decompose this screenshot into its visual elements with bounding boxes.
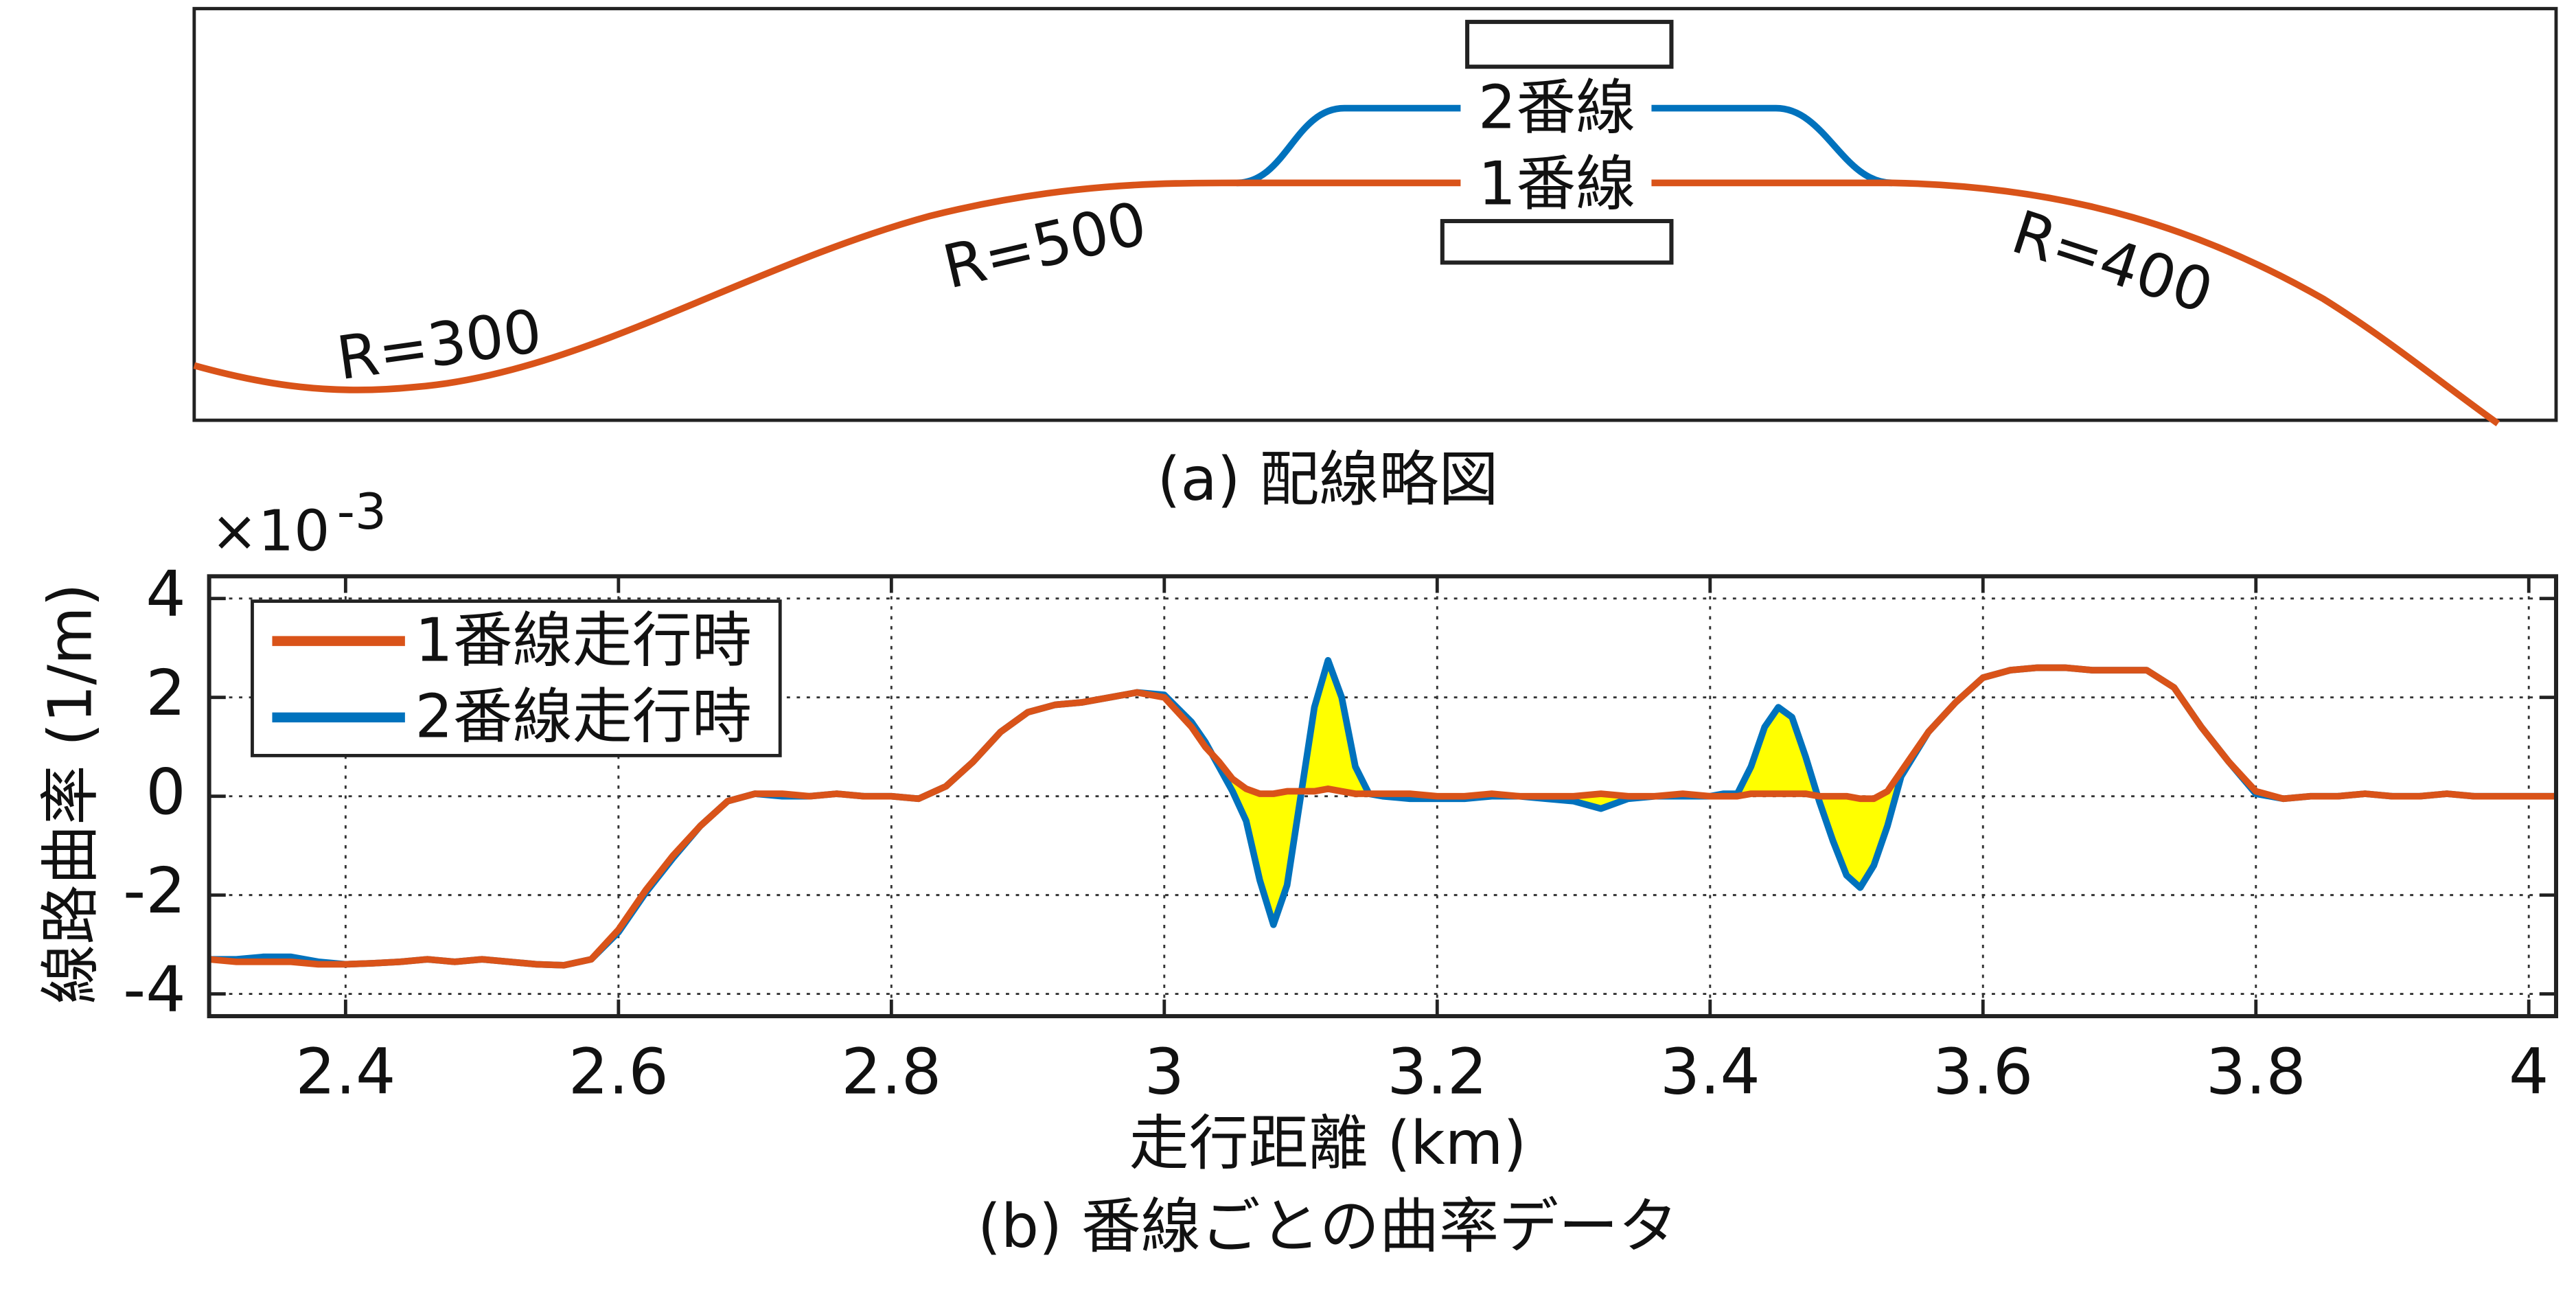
plot-frame <box>207 574 2559 1019</box>
legend-label: 1番線走行時 <box>415 605 751 675</box>
track-2-line <box>1236 104 1893 187</box>
x-tick-label: 2.8 <box>841 1035 941 1108</box>
x-tick-label: 4 <box>2509 1035 2549 1108</box>
x-tick-label: 3.6 <box>1933 1035 2033 1108</box>
legend-label: 2番線走行時 <box>415 682 751 752</box>
y-tick-label: 0 <box>146 755 185 829</box>
x-axis-label: 走行距離 (km) <box>1129 1108 1527 1178</box>
x-tick-label: 3.8 <box>2206 1035 2306 1108</box>
y-axis-label: 線路曲率 (1/m) <box>36 584 106 1005</box>
radius-label: R=300 <box>332 296 546 394</box>
radius-label: R=400 <box>2004 197 2221 328</box>
y-tick-label: 2 <box>146 656 185 730</box>
diagram-frame <box>192 7 2558 422</box>
platform <box>1440 218 1674 265</box>
caption: (b) 番線ごとの曲率データ <box>978 1191 1678 1261</box>
plot-area <box>209 656 2556 969</box>
chart: 走行距離 (km) (b) 番線ごとの曲率データ 線路曲率 (1/m) ×10 … <box>36 483 1678 1261</box>
y-tick-label: -2 <box>123 854 186 928</box>
y-tick-label: -4 <box>123 953 186 1026</box>
y-tick-label: 4 <box>146 558 185 631</box>
track-label: 1番線 <box>1478 149 1635 219</box>
axis-multiplier: ×10 <box>211 498 330 564</box>
x-tick-label: 2.6 <box>568 1035 669 1108</box>
track-label: 2番線 <box>1478 72 1635 142</box>
x-tick-label: 3 <box>1145 1035 1184 1108</box>
series-line <box>209 664 2556 969</box>
platform <box>1465 19 1674 69</box>
x-tick-label: 2.4 <box>295 1035 395 1108</box>
x-tick-label: 3.2 <box>1387 1035 1487 1108</box>
track-1-line <box>193 179 2500 426</box>
track-diagram: 2番線 1番線 R=300 R=500 R=400 (a) 配線略図 <box>192 7 2558 514</box>
caption: (a) 配線略図 <box>1158 444 1499 514</box>
x-tick-label: 3.4 <box>1660 1035 1760 1108</box>
axis-multiplier-exponent: -3 <box>337 483 387 541</box>
legend-box <box>251 599 782 757</box>
